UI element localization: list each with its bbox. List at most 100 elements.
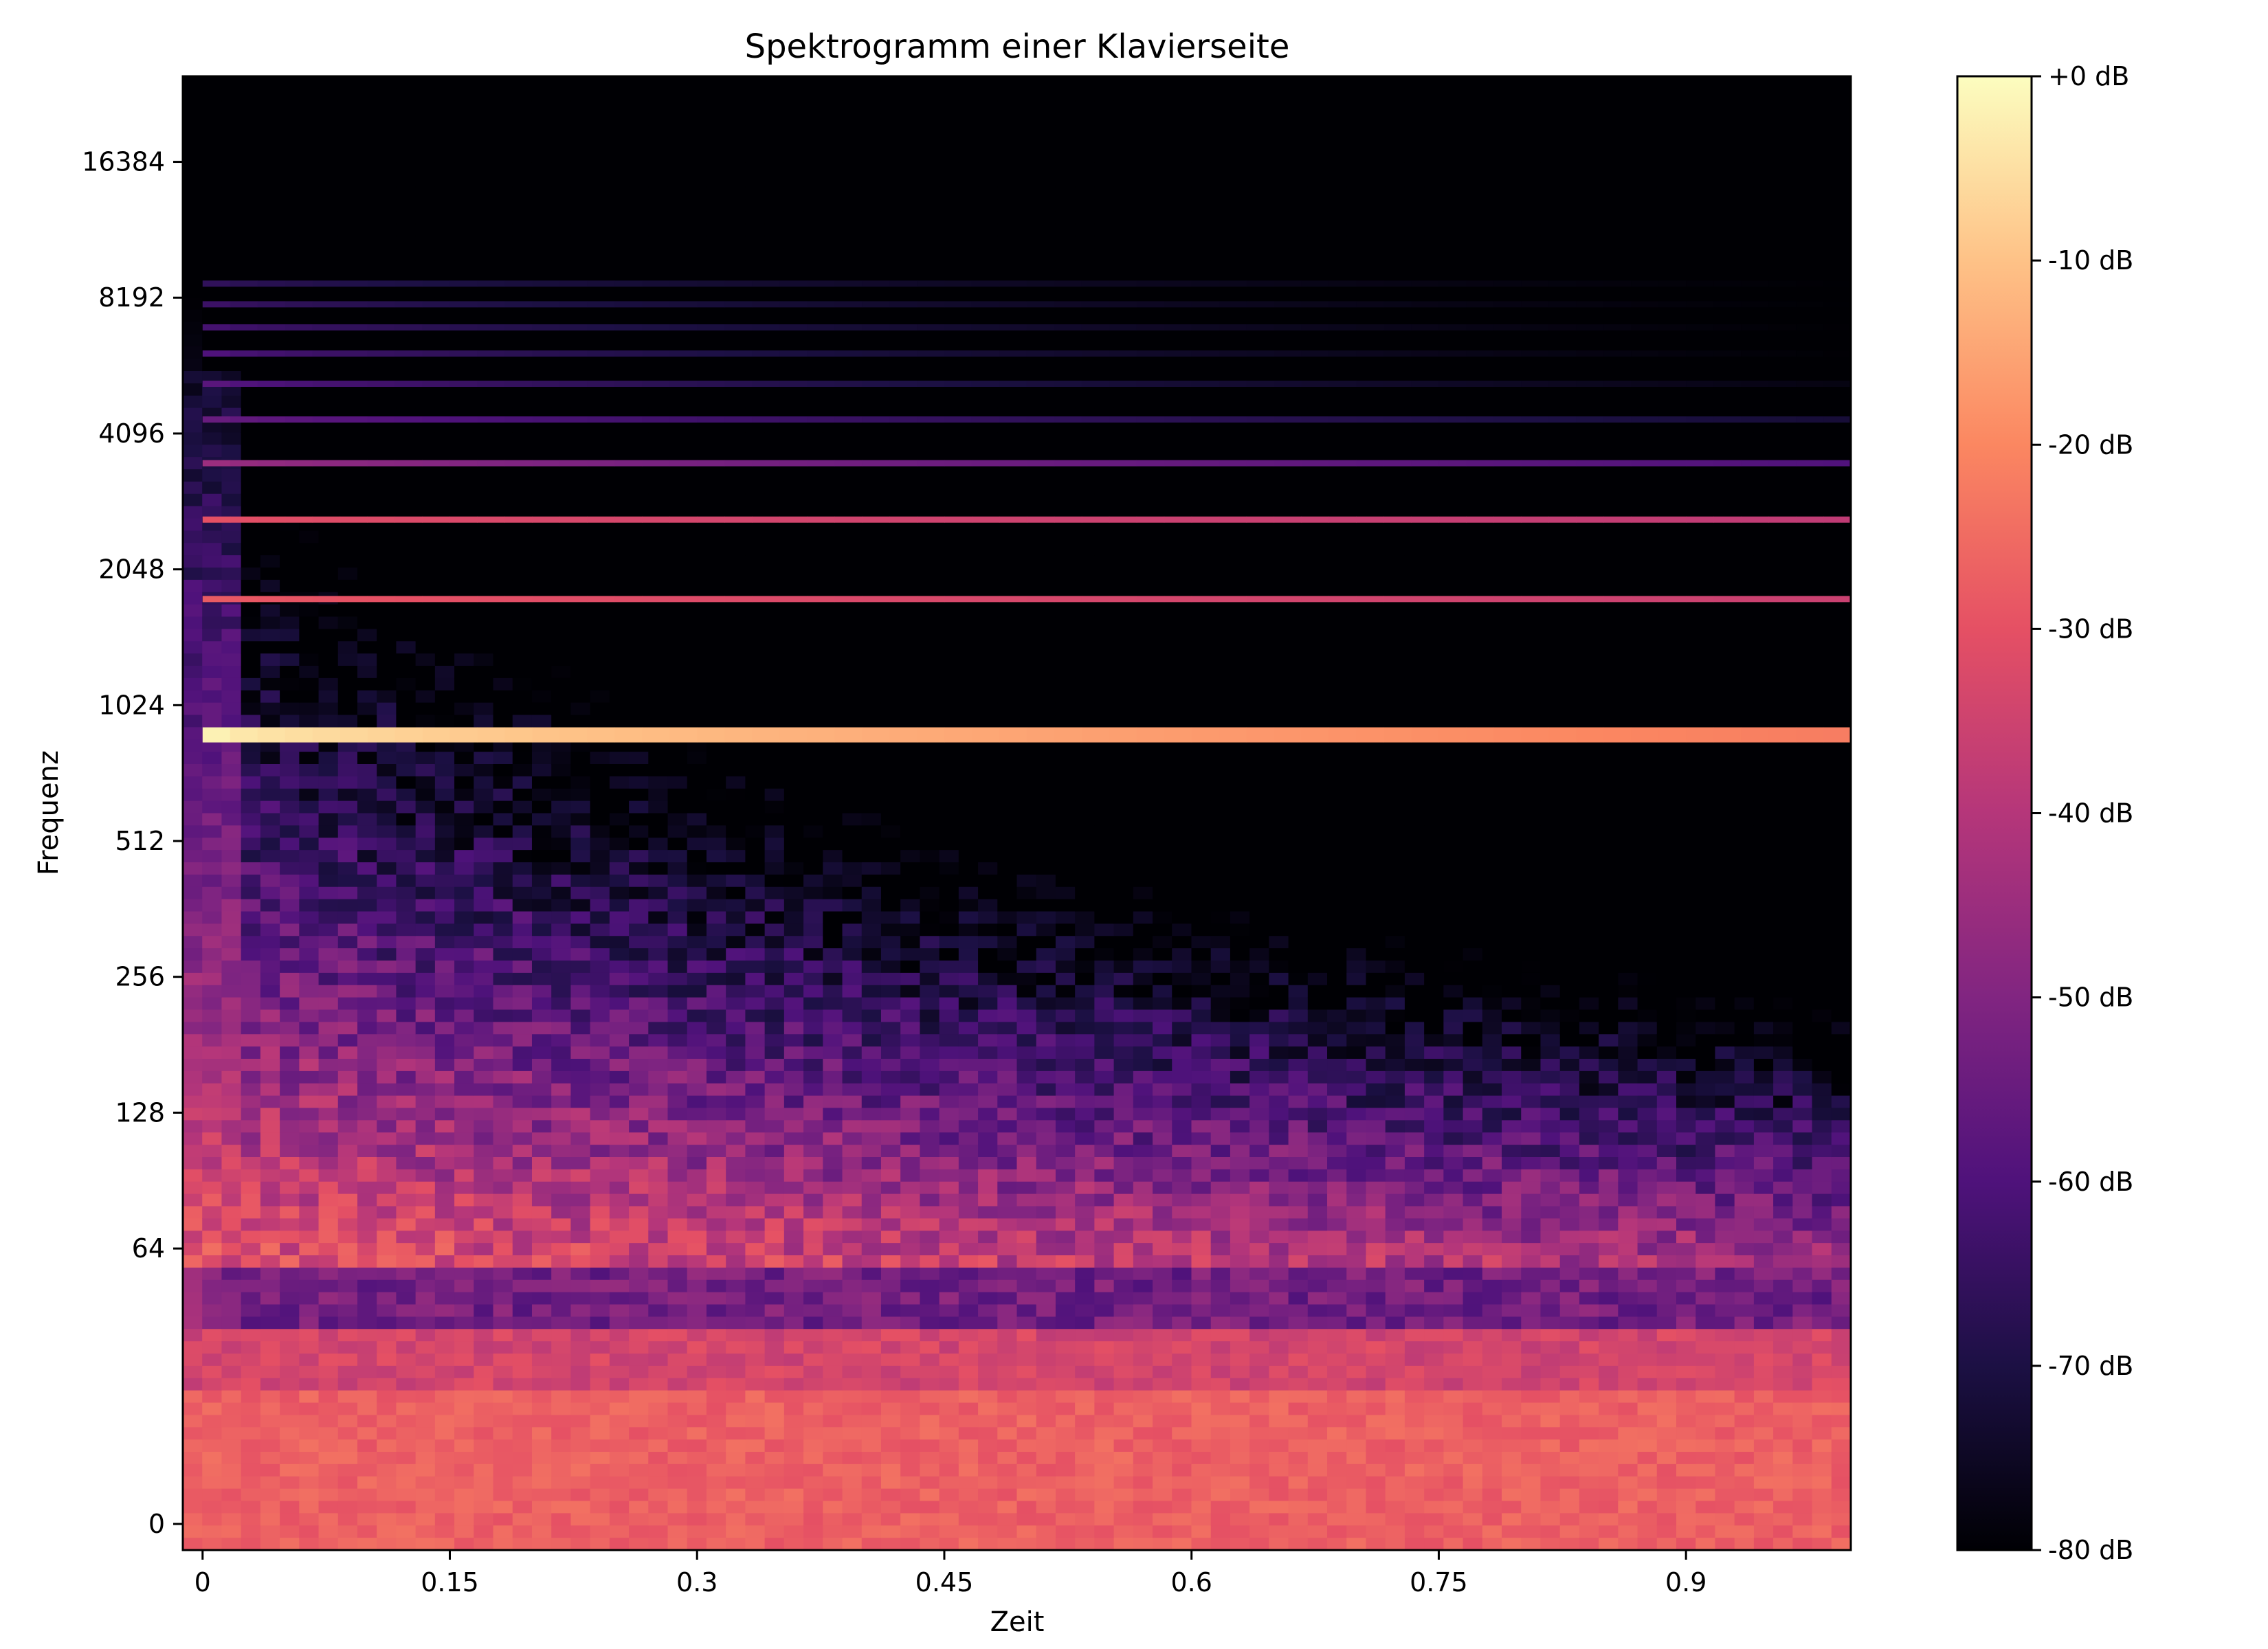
heatmap-cell bbox=[861, 113, 882, 126]
heatmap-cell bbox=[377, 788, 397, 802]
heatmap-cell bbox=[202, 334, 223, 347]
heatmap-cell bbox=[357, 1059, 377, 1072]
heatmap-cell bbox=[434, 702, 455, 716]
heatmap-cell bbox=[512, 776, 533, 789]
heatmap-cell bbox=[221, 788, 242, 802]
heatmap-cell bbox=[221, 616, 242, 629]
heatmap-cell bbox=[357, 936, 377, 949]
heatmap-cell bbox=[280, 506, 300, 519]
heatmap-cell bbox=[512, 236, 533, 249]
heatmap-cell bbox=[590, 211, 610, 225]
heatmap-cell bbox=[958, 1193, 979, 1207]
heatmap-cell bbox=[629, 1292, 649, 1305]
heatmap-cell bbox=[842, 1390, 863, 1404]
heatmap-cell bbox=[493, 150, 513, 163]
heatmap-cell bbox=[861, 948, 882, 961]
heatmap-cell bbox=[667, 359, 688, 372]
heatmap-cell bbox=[551, 1157, 572, 1170]
heatmap-cell bbox=[337, 1439, 358, 1452]
heatmap-cell bbox=[337, 629, 358, 642]
heatmap-cell bbox=[726, 248, 746, 261]
heatmap-cell bbox=[454, 76, 474, 89]
heatmap-cell bbox=[842, 1095, 863, 1109]
heatmap-cell bbox=[221, 1390, 242, 1404]
heatmap-cell bbox=[474, 690, 494, 704]
heatmap-cell bbox=[531, 1365, 552, 1379]
heatmap-cell bbox=[299, 1034, 320, 1047]
heatmap-cell bbox=[512, 100, 533, 114]
heatmap-cell bbox=[318, 371, 339, 384]
heatmap-cell bbox=[803, 1365, 823, 1379]
heatmap-cell bbox=[493, 568, 513, 581]
heatmap-cell bbox=[900, 739, 920, 752]
heatmap-cell bbox=[706, 1059, 726, 1072]
heatmap-cell bbox=[299, 677, 320, 691]
heatmap-cell bbox=[900, 1243, 920, 1256]
heatmap-cell bbox=[337, 911, 358, 924]
heatmap-cell bbox=[803, 555, 823, 568]
heatmap-cell bbox=[726, 1488, 746, 1502]
heatmap-cell bbox=[823, 137, 843, 150]
heatmap-cell bbox=[299, 260, 320, 273]
heatmap-cell bbox=[726, 1095, 746, 1109]
heatmap-cell bbox=[221, 1316, 242, 1330]
heatmap-cell bbox=[880, 88, 901, 102]
heatmap-cell bbox=[939, 1157, 959, 1170]
heatmap-cell bbox=[880, 1354, 901, 1367]
heatmap-cell bbox=[221, 1378, 242, 1391]
heatmap-cell bbox=[299, 764, 320, 777]
heatmap-cell bbox=[318, 481, 339, 495]
heatmap-cell bbox=[745, 125, 766, 138]
heatmap-cell bbox=[377, 653, 397, 666]
heatmap-cell bbox=[241, 1206, 261, 1219]
heatmap-cell bbox=[609, 1169, 630, 1182]
heatmap-cell bbox=[880, 1538, 901, 1550]
heatmap-cell bbox=[434, 961, 455, 974]
heatmap-cell bbox=[920, 334, 940, 347]
heatmap-cell bbox=[299, 236, 320, 249]
heatmap-cell bbox=[726, 371, 746, 384]
heatmap-cell bbox=[377, 1378, 397, 1391]
heatmap-cell bbox=[745, 162, 766, 175]
heatmap-cell bbox=[861, 1415, 882, 1428]
heatmap-cell bbox=[609, 1452, 630, 1465]
heatmap-cell bbox=[920, 1402, 940, 1415]
heatmap-cell bbox=[687, 1525, 707, 1538]
heatmap-cell bbox=[764, 223, 785, 236]
heatmap-cell bbox=[280, 677, 300, 691]
heatmap-cell bbox=[861, 923, 882, 936]
heatmap-cell bbox=[783, 359, 804, 372]
heatmap-cell bbox=[939, 137, 959, 150]
heatmap-cell bbox=[183, 862, 203, 875]
heatmap-cell bbox=[609, 1120, 630, 1133]
heatmap-cell bbox=[629, 1059, 649, 1072]
heatmap-cell bbox=[493, 629, 513, 642]
heatmap-cell bbox=[299, 1316, 320, 1330]
heatmap-cell bbox=[280, 1329, 300, 1342]
heatmap-cell bbox=[493, 1181, 513, 1195]
heatmap-cell bbox=[783, 1120, 804, 1133]
heatmap-cell bbox=[551, 1095, 572, 1109]
heatmap-cell bbox=[415, 616, 436, 629]
heatmap-cell bbox=[454, 1231, 474, 1244]
heatmap-cell bbox=[318, 1059, 339, 1072]
heatmap-cell bbox=[260, 1095, 280, 1109]
heatmap-cell bbox=[939, 1390, 959, 1404]
heatmap-cell bbox=[920, 1427, 940, 1440]
heatmap-cell bbox=[629, 1120, 649, 1133]
heatmap-cell bbox=[803, 371, 823, 384]
heatmap-cell bbox=[202, 788, 223, 802]
heatmap-cell bbox=[783, 666, 804, 679]
heatmap-cell bbox=[260, 936, 280, 949]
heatmap-cell bbox=[803, 666, 823, 679]
heatmap-cell bbox=[726, 88, 746, 102]
heatmap-cell bbox=[318, 1378, 339, 1391]
heatmap-cell bbox=[434, 1083, 455, 1097]
heatmap-cell bbox=[648, 1157, 669, 1170]
heatmap-cell bbox=[241, 923, 261, 936]
heatmap-cell bbox=[745, 1070, 766, 1084]
heatmap-cell bbox=[241, 175, 261, 188]
heatmap-cell bbox=[609, 997, 630, 1011]
spectrogram-heatmap bbox=[183, 76, 1851, 1550]
heatmap-cell bbox=[434, 850, 455, 863]
